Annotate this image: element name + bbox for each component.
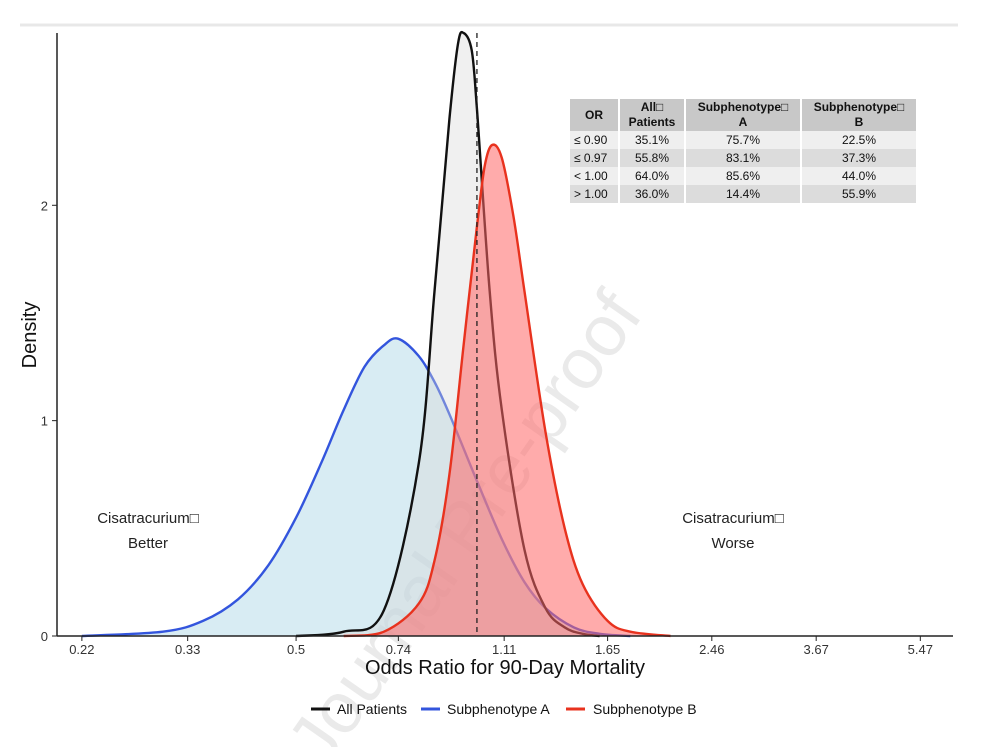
- table-row: > 1.00 36.0% 14.4% 55.9%: [570, 185, 918, 203]
- annotation-right-line1: Cisatracurium□: [682, 510, 784, 527]
- x-tick-label: 2.46: [699, 642, 724, 657]
- table-cell: 22.5%: [802, 131, 918, 149]
- header-or: OR: [570, 99, 620, 131]
- table-cell: ≤ 0.97: [570, 149, 620, 167]
- x-tick-label: 0.22: [69, 642, 94, 657]
- x-tick-label: 1.65: [595, 642, 620, 657]
- table-header-row: OR All□ Patients Subphenotype□ A Subphenot…: [570, 99, 918, 131]
- x-tick-label: 0.33: [175, 642, 200, 657]
- x-tick-label: 3.67: [804, 642, 829, 657]
- annotation-left-line1: Cisatracurium□: [97, 510, 199, 527]
- table-cell: 55.8%: [620, 149, 686, 167]
- legend-label-all-patients: All Patients: [337, 701, 407, 717]
- annotation-left-line2: Better: [128, 535, 168, 552]
- y-tick-label: 0: [41, 629, 48, 644]
- y-tick-label: 1: [41, 414, 48, 429]
- table-cell: 14.4%: [686, 185, 802, 203]
- x-axis-title: Odds Ratio for 90-Day Mortality: [365, 657, 645, 679]
- table-cell: 37.3%: [802, 149, 918, 167]
- area-all-patients: [296, 32, 600, 637]
- header-subphenotype-b: Subphenotype□ B: [802, 99, 918, 131]
- header-all-patients: All□ Patients: [620, 99, 686, 131]
- legend-label-subphenotype-b: Subphenotype B: [593, 701, 697, 717]
- table-cell: ≤ 0.90: [570, 131, 620, 149]
- area-subphenotype-b: [343, 144, 671, 636]
- annotation-right-line2: Worse: [711, 535, 754, 552]
- table-row: < 1.00 64.0% 85.6% 44.0%: [570, 167, 918, 185]
- y-ticks: 0 1 2: [41, 198, 57, 644]
- table-cell: 85.6%: [686, 167, 802, 185]
- table-cell: 36.0%: [620, 185, 686, 203]
- line-subphenotype-b: [343, 143, 671, 638]
- legend-label-subphenotype-a: Subphenotype A: [447, 701, 550, 717]
- x-tick-label: 0.5: [287, 642, 305, 657]
- series-layer: [81, 30, 671, 638]
- x-tick-label: 5.47: [908, 642, 933, 657]
- y-tick-label: 2: [41, 198, 48, 213]
- table-cell: 35.1%: [620, 131, 686, 149]
- header-subphenotype-a: Subphenotype□ A: [686, 99, 802, 131]
- legend: All Patients Subphenotype A Subphenotype…: [311, 701, 697, 717]
- table-cell: > 1.00: [570, 185, 620, 203]
- or-probability-table: OR All□ Patients Subphenotype□ A Subphenot…: [570, 99, 918, 203]
- x-ticks: 0.22 0.33 0.5 0.74 1.11 1.65 2.46 3.67 5.47: [69, 636, 933, 657]
- table-cell: 55.9%: [802, 185, 918, 203]
- table-cell: 44.0%: [802, 167, 918, 185]
- table-cell: < 1.00: [570, 167, 620, 185]
- y-axis-title: Density: [19, 302, 41, 369]
- x-tick-label: 0.74: [386, 642, 411, 657]
- x-tick-label: 1.11: [492, 642, 516, 657]
- table-cell: 83.1%: [686, 149, 802, 167]
- table-row: ≤ 0.90 35.1% 75.7% 22.5%: [570, 131, 918, 149]
- table-row: ≤ 0.97 55.8% 83.1% 37.3%: [570, 149, 918, 167]
- table-cell: 75.7%: [686, 131, 802, 149]
- table-cell: 64.0%: [620, 167, 686, 185]
